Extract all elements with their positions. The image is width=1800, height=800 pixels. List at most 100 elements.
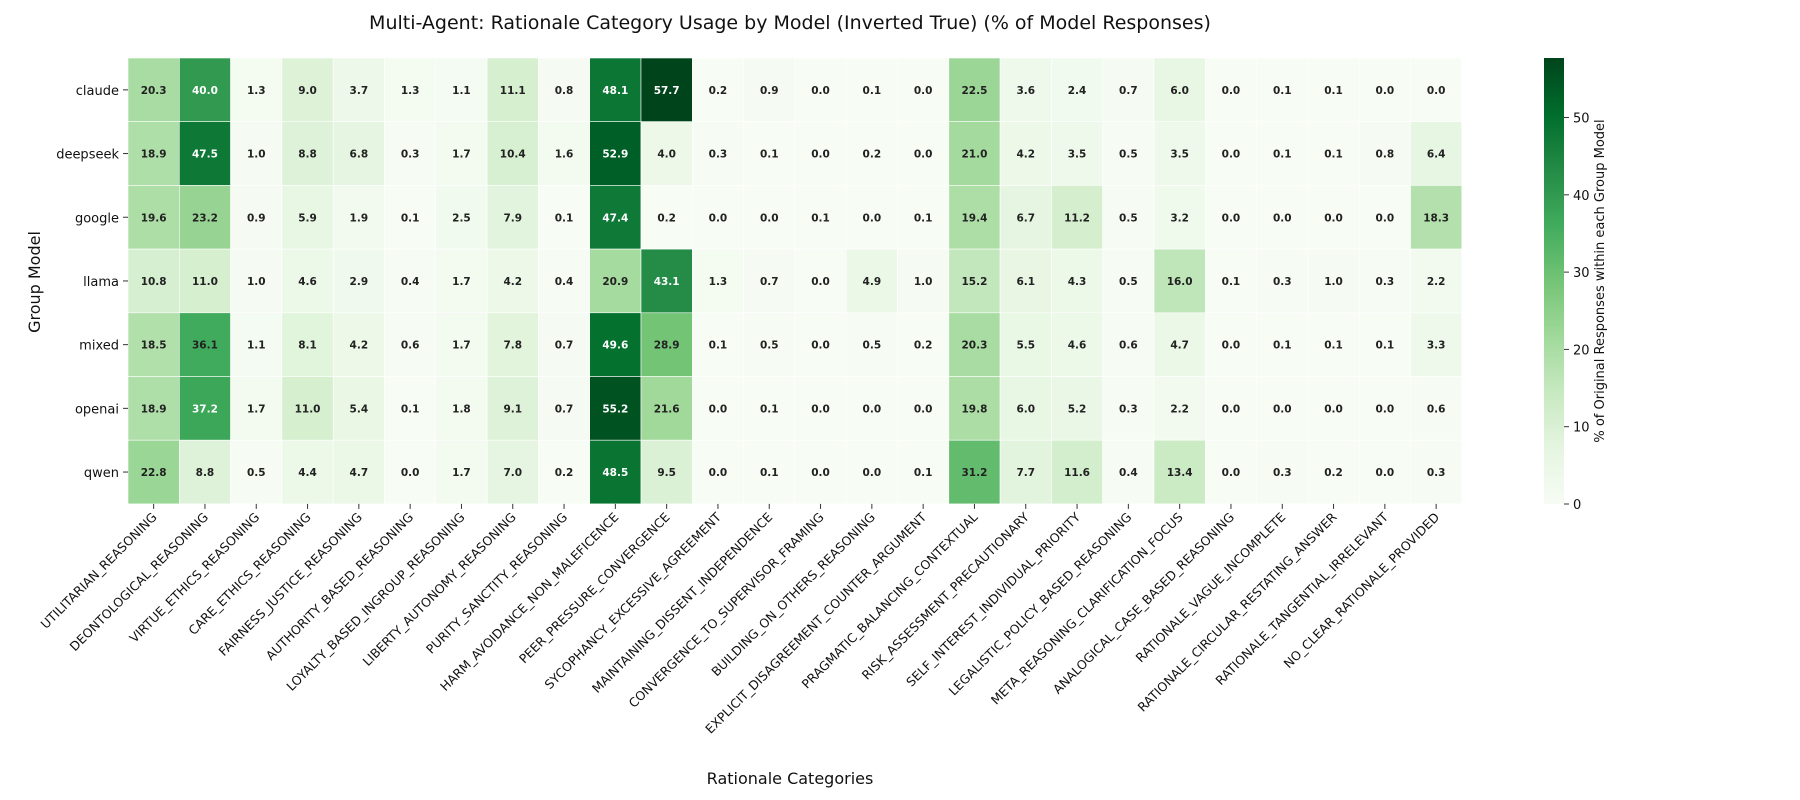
heatmap-cell: [332, 248, 385, 314]
cell-value-label: 18.9: [141, 149, 167, 161]
cell-value-label: 4.6: [1068, 340, 1087, 352]
heatmap-cell: [743, 248, 796, 314]
cell-value-label: 23.2: [192, 212, 218, 224]
cell-value-label: 1.7: [452, 149, 471, 161]
cell-value-label: 0.2: [863, 149, 882, 161]
x-tick-label: LEGALISTIC_POLICY_BASED_REASONING: [946, 509, 1135, 698]
cell-value-label: 20.3: [141, 85, 167, 97]
heatmap-cell: [486, 439, 539, 505]
cell-value-label: 9.0: [298, 85, 317, 97]
cell-value-label: 2.5: [452, 212, 471, 224]
heatmap-cell: [1205, 121, 1257, 186]
heatmap-cell: [435, 248, 488, 314]
cell-value-label: 4.2: [503, 276, 522, 288]
heatmap-cell: [1051, 439, 1104, 505]
heatmap-cell: [127, 121, 180, 186]
cell-value-label: 1.8: [452, 403, 471, 415]
x-tick-label: MAINTAINING_DISSENT_INDEPENDENCE: [589, 509, 776, 696]
cell-value-label: 40.0: [192, 85, 218, 97]
heatmap-cell: [1153, 121, 1206, 186]
heatmap-cell: [1410, 57, 1463, 123]
cell-value-label: 1.9: [350, 212, 369, 224]
heatmap-cell: [1051, 121, 1104, 186]
cell-value-label: 0.3: [1376, 276, 1395, 288]
heatmap-cell: [179, 121, 231, 186]
heatmap-cell: [794, 121, 847, 186]
cell-value-label: 0.1: [760, 403, 779, 415]
x-axis-label: Rationale Categories: [707, 769, 874, 788]
heatmap-cell: [1153, 185, 1206, 250]
heatmap-cell: [281, 248, 334, 314]
heatmap-cell: [948, 248, 1001, 314]
x-tick-label: SYCOPHANCY_EXCESSIVE_AGREEMENT: [541, 509, 724, 692]
cell-value-label: 0.0: [1222, 467, 1241, 479]
cell-value-label: 0.1: [1376, 340, 1395, 352]
heatmap-cell: [948, 57, 1001, 123]
heatmap-cell: [179, 57, 231, 123]
cell-value-label: 1.6: [555, 149, 574, 161]
cell-value-label: 0.1: [1222, 276, 1241, 288]
cell-value-label: 3.5: [1170, 149, 1189, 161]
cell-value-label: 36.1: [192, 340, 218, 352]
heatmap-cell: [640, 376, 693, 441]
cell-value-label: 0.3: [709, 149, 728, 161]
cell-value-label: 2.2: [1170, 403, 1189, 415]
cell-value-label: 0.0: [709, 467, 728, 479]
heatmap-cell: [1410, 312, 1463, 377]
cell-value-label: 0.1: [1324, 149, 1343, 161]
heatmap-cell: [691, 57, 744, 123]
cell-value-label: 0.5: [760, 340, 779, 352]
cell-value-label: 6.4: [1427, 149, 1446, 161]
heatmap-cell: [743, 376, 796, 441]
cell-value-label: 0.0: [1222, 149, 1241, 161]
heatmap-cell: [230, 57, 283, 123]
heatmap-cell: [1256, 185, 1309, 250]
cell-value-label: 4.2: [1016, 149, 1035, 161]
cell-value-label: 0.0: [1427, 85, 1446, 97]
heatmap-cell: [127, 248, 180, 314]
heatmap-cell: [897, 248, 950, 314]
heatmap-cell: [384, 439, 437, 505]
heatmap-cell: [179, 439, 231, 505]
cell-value-label: 1.7: [452, 276, 471, 288]
cell-value-label: 3.6: [1016, 85, 1035, 97]
heatmap-cell: [691, 439, 744, 505]
cell-value-label: 3.5: [1068, 149, 1087, 161]
heatmap-cell: [538, 312, 591, 377]
cell-value-label: 0.6: [1427, 403, 1446, 415]
heatmap-cell: [332, 185, 385, 250]
cell-value-label: 0.3: [1273, 467, 1292, 479]
cell-value-label: 0.0: [401, 467, 420, 479]
y-tick-label: llama: [83, 275, 119, 290]
heatmap-cell: [1051, 376, 1104, 441]
cell-value-label: 0.5: [863, 340, 882, 352]
cell-value-label: 48.5: [602, 467, 628, 479]
cell-value-label: 1.0: [914, 276, 933, 288]
cell-value-label: 0.0: [811, 340, 830, 352]
heatmap-cell: [948, 185, 1001, 250]
heatmap-cell: [281, 57, 334, 123]
y-tick-label: mixed: [79, 339, 119, 354]
heatmap-cell: [794, 185, 847, 250]
heatmap-cell: [589, 57, 642, 123]
cell-value-label: 11.0: [192, 276, 218, 288]
cell-value-label: 18.3: [1423, 212, 1449, 224]
cell-value-label: 2.9: [350, 276, 369, 288]
heatmap-cell: [384, 312, 437, 377]
heatmap-cell: [538, 185, 591, 250]
cell-value-label: 0.0: [811, 403, 830, 415]
heatmap-cell: [230, 248, 283, 314]
cell-value-label: 0.7: [555, 403, 574, 415]
heatmap-cell: [538, 248, 591, 314]
cell-value-label: 49.6: [602, 340, 628, 352]
heatmap-cell: [435, 439, 488, 505]
heatmap-cell: [1358, 312, 1411, 377]
heatmap-cell: [1307, 248, 1360, 314]
cell-value-label: 1.3: [247, 85, 266, 97]
heatmap-cell: [486, 57, 539, 123]
cell-value-label: 5.5: [1016, 340, 1035, 352]
heatmap-cell: [897, 312, 950, 377]
x-tick-label: CONVERGENCE_TO_SUPERVISOR_FRAMING: [626, 509, 827, 710]
cell-value-label: 0.0: [811, 276, 830, 288]
